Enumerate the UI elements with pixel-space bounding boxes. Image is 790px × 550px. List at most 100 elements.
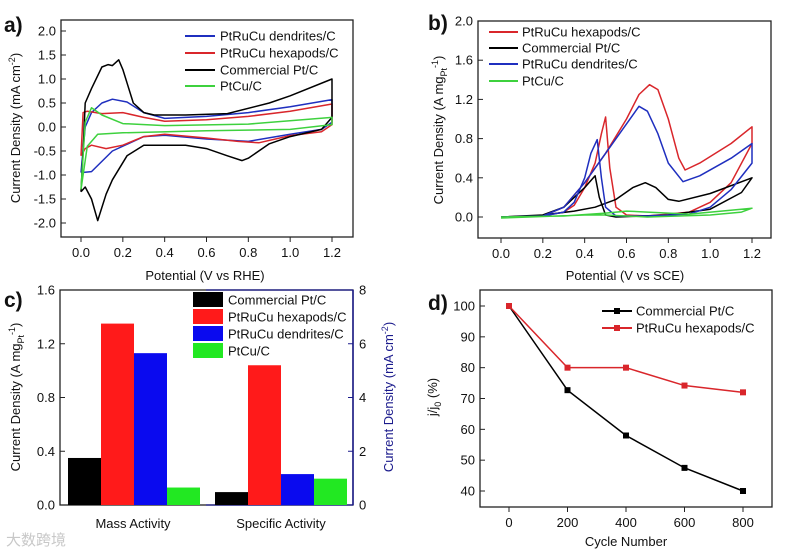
legend-label: PtRuCu dendrites/C — [228, 327, 344, 342]
y-axis-label: Current Density (mA cm-2) — [7, 53, 23, 203]
x-tick-label: 0.6 — [617, 246, 635, 261]
cv-curve-ptrucu-hexapods-c — [500, 83, 753, 218]
legend-swatch — [193, 326, 223, 341]
y-tick-label: 2.0 — [455, 14, 473, 29]
legend-label: PtCu/C — [228, 344, 270, 359]
panel-label: c) — [4, 289, 23, 312]
x-tick-label: 0.8 — [239, 245, 257, 260]
y-axis-label-part: ) — [8, 323, 23, 327]
y-axis-label-part: j/j — [425, 407, 440, 418]
y-tick-label: 80 — [461, 360, 475, 375]
legend-label: PtCu/C — [522, 74, 564, 89]
y-tick-label: 0.8 — [455, 131, 473, 146]
x-tick-label: 1.0 — [281, 245, 299, 260]
cv-curve-ptcu-c — [500, 207, 753, 219]
panel-b: b) 0.0 0.4 0.8 1.2 1.6 2.0 0.0 0.2 0.4 0.6 0.8 1.0 1.… — [428, 12, 772, 283]
y-tick-label: -2.0 — [34, 216, 56, 231]
data-point — [740, 488, 746, 494]
y-tick-label: 0.8 — [37, 390, 55, 405]
y-tick-label: 1.0 — [38, 72, 56, 87]
y-tick-label: 90 — [461, 329, 475, 344]
plot-frame — [477, 20, 772, 239]
x-tick-label: 0.6 — [197, 245, 215, 260]
bar-ptcu-c — [167, 487, 200, 505]
legend: PtRuCu dendrites/C PtRuCu hexapods/C Comme… — [185, 29, 339, 94]
y-tick-label: -1.0 — [34, 168, 56, 183]
legend-label: PtRuCu hexapods/C — [228, 310, 347, 325]
data-point — [623, 364, 629, 371]
y-tick-label: 1.6 — [455, 53, 473, 68]
legend-label: Commercial Pt/C — [636, 304, 734, 319]
x-axis-label: Potential (V vs SCE) — [566, 268, 685, 283]
y-right-tick-label: 6 — [359, 336, 366, 351]
legend: Commercial Pt/C PtRuCu hexapods/C — [602, 304, 755, 336]
y-right-tick-label: 8 — [359, 283, 366, 298]
panel-label: b) — [428, 12, 448, 35]
y-axis-label-part: 0 — [433, 402, 443, 407]
data-point — [564, 387, 571, 394]
y-tick-label: 2.0 — [38, 24, 56, 39]
bar-commercial-pt-c — [68, 457, 101, 505]
y-tick-label: 0.0 — [37, 498, 55, 513]
legend-label: PtRuCu hexapods/C — [636, 321, 755, 336]
watermark: 大数跨境 — [6, 531, 66, 549]
y-axis-label-part: Pt — [439, 67, 449, 76]
legend-label: Commercial Pt/C — [220, 63, 318, 78]
y-axis-label: j/j0 (%) — [425, 378, 443, 417]
y-tick-label: 1.5 — [38, 48, 56, 63]
y-axis-label-part: Current Density (mA cm — [8, 65, 23, 203]
panel-label: a) — [4, 14, 23, 37]
cv-curve-commercial-pt-c — [500, 175, 753, 218]
x-tick-label: 0.2 — [534, 246, 552, 261]
data-point — [740, 389, 746, 396]
legend-label: Commercial Pt/C — [228, 293, 326, 308]
series-line — [508, 305, 744, 394]
x-axis-label: Cycle Number — [585, 534, 668, 549]
y-tick-label: -1.5 — [34, 192, 56, 207]
y-axis-label-part: ) — [381, 322, 396, 326]
panel-d: d) 40 50 60 70 80 90 100 0 200 400 600 800 Cycle Numb… — [425, 289, 773, 549]
x-tick-label: 0.0 — [492, 246, 510, 261]
cv-curve-ptrucu-hexapods-c — [80, 103, 333, 157]
y-axis-label-part: -1 — [430, 60, 440, 68]
y-axis-label-part: (%) — [425, 378, 440, 402]
y-tick-label: 50 — [461, 453, 475, 468]
x-tick-label: 600 — [674, 515, 696, 530]
y-axis-label: Current Density (mA cm-2) — [380, 322, 396, 472]
y-tick-label: -0.5 — [34, 144, 56, 159]
y-tick-label: 100 — [453, 299, 475, 314]
y-tick-label: 0.4 — [455, 170, 473, 185]
legend-label: Commercial Pt/C — [522, 41, 620, 56]
y-right-tick-label: 2 — [359, 444, 366, 459]
legend-swatch — [193, 309, 223, 324]
x-tick-label: 0.4 — [156, 245, 174, 260]
y-tick-label: 0.4 — [37, 444, 55, 459]
y-tick-label: 0.0 — [38, 120, 56, 135]
y-axis-label-part: Pt — [16, 334, 26, 343]
category-label: Specific Activity — [236, 516, 326, 531]
x-tick-label: 800 — [732, 515, 754, 530]
y-axis-label-part: -2 — [380, 326, 390, 334]
x-axis-label: Potential (V vs RHE) — [145, 268, 264, 283]
y-axis-label-part: -2 — [7, 57, 17, 65]
x-tick-label: 1.2 — [323, 245, 341, 260]
legend-swatch — [193, 292, 223, 307]
data-point — [681, 464, 688, 471]
y-tick-label: 1.2 — [455, 92, 473, 107]
cv-curve-ptcu-c — [80, 107, 333, 190]
y-axis-label-part: Current Density (mA cm — [381, 334, 396, 472]
x-tick-label: 0.0 — [72, 245, 90, 260]
y-axis-label-part: Current Density (A mg — [8, 344, 23, 472]
bar-ptrucu-dendrites-c — [134, 353, 167, 505]
y-tick-label: 0.0 — [455, 210, 473, 225]
x-tick-label: 0.4 — [576, 246, 594, 261]
legend-marker — [614, 308, 620, 314]
y-tick-label: 60 — [461, 422, 475, 437]
panel-label: d) — [428, 292, 448, 315]
x-tick-label: 1.2 — [743, 246, 761, 261]
y-axis-label-part: ) — [431, 56, 446, 60]
category-label: Mass Activity — [95, 516, 171, 531]
legend-marker — [614, 325, 620, 331]
bar-commercial-pt-c — [215, 492, 248, 505]
